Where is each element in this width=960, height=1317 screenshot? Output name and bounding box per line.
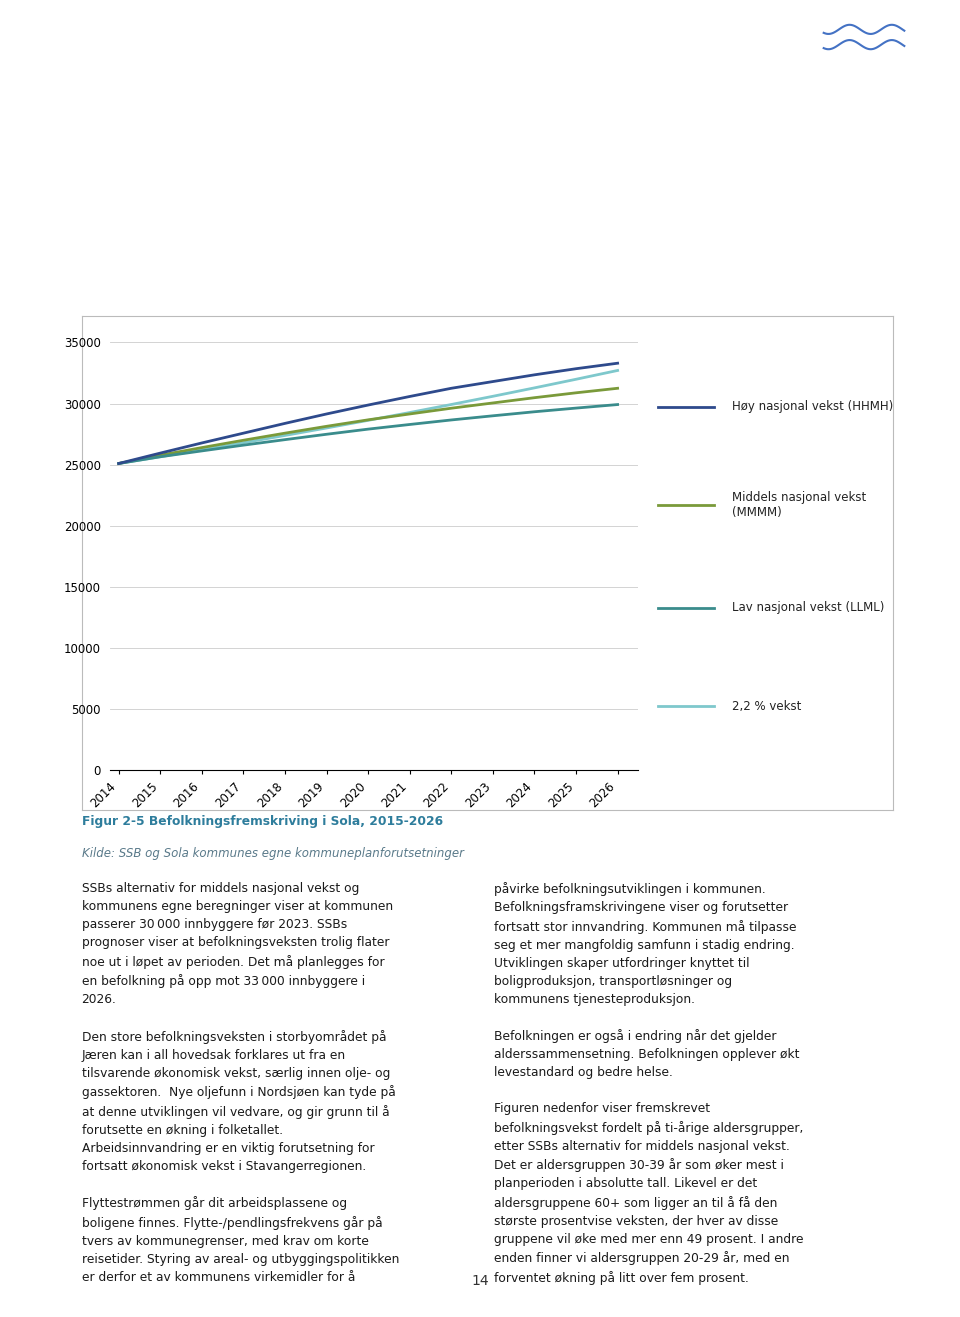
- Text: Ansvar for hverandre: Ansvar for hverandre: [24, 24, 172, 37]
- Text: Kilde: SSB og Sola kommunes egne kommuneplanforutsetninger: Kilde: SSB og Sola kommunes egne kommune…: [82, 847, 464, 860]
- Text: Middels nasjonal vekst
(MMMM): Middels nasjonal vekst (MMMM): [732, 491, 866, 519]
- Polygon shape: [817, 7, 911, 75]
- Text: Høy nasjonal vekst (HHMH): Høy nasjonal vekst (HHMH): [732, 400, 894, 414]
- Text: 14: 14: [471, 1274, 489, 1288]
- Text: påvirke befolkningsutviklingen i kommunen.
Befolkningsframskrivingene viser og f: påvirke befolkningsutviklingen i kommune…: [494, 882, 804, 1284]
- Text: SSBs alternativ for middels nasjonal vekst og
kommunens egne beregninger viser a: SSBs alternativ for middels nasjonal vek…: [82, 882, 399, 1284]
- Text: Lav nasjonal vekst (LLML): Lav nasjonal vekst (LLML): [732, 602, 884, 614]
- Text: Figur 2-5 Befolkningsfremskriving i Sola, 2015-2026: Figur 2-5 Befolkningsfremskriving i Sola…: [82, 815, 443, 828]
- Text: 2,2 % vekst: 2,2 % vekst: [732, 699, 802, 712]
